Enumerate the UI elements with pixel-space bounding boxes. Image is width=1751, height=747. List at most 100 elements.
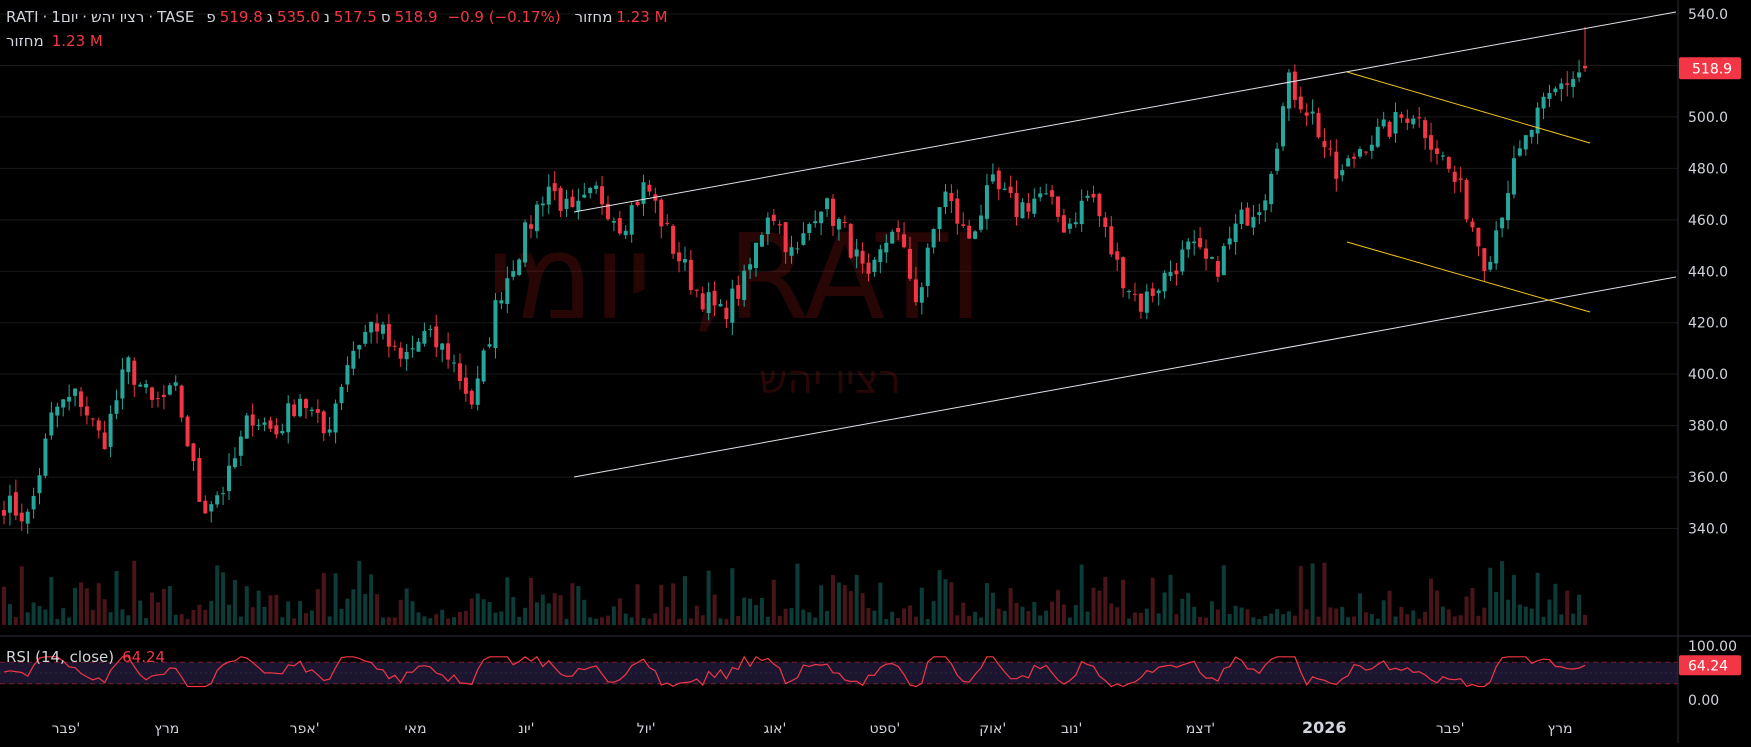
candle-body <box>1328 148 1333 150</box>
candle-body <box>1245 207 1250 226</box>
candle-body <box>1381 119 1386 127</box>
volume-legend[interactable]: מחזור 1.23 M <box>6 32 103 50</box>
candle-body <box>132 360 137 385</box>
interval[interactable]: 1יום <box>51 8 79 26</box>
candle-body <box>736 285 741 299</box>
candle-body <box>854 249 859 257</box>
candle-body <box>1180 249 1185 272</box>
candle-body <box>1227 238 1232 245</box>
candle-body <box>1281 106 1286 147</box>
candle-body <box>671 225 676 254</box>
volume-bar <box>706 570 711 625</box>
volume-bar <box>1529 608 1534 625</box>
volume-bar <box>386 617 391 625</box>
volume-bar <box>653 613 658 625</box>
volume-bar <box>1286 611 1291 625</box>
candle-body <box>517 259 522 275</box>
volume-bar <box>1577 594 1582 625</box>
volume-bar <box>422 616 427 625</box>
time-axis-label: פבר' <box>1436 721 1465 737</box>
candle-body <box>789 247 794 256</box>
time-axis-label: דצמ' <box>1186 721 1215 737</box>
high-value: 535.0 <box>276 8 320 26</box>
volume-bar <box>1186 593 1191 625</box>
candle-body <box>1150 288 1155 296</box>
candle-body <box>1026 203 1031 212</box>
time-axis-label: מרץ <box>1548 721 1573 737</box>
volume-bar <box>321 573 326 625</box>
candle-body <box>1215 260 1220 277</box>
volume-bar <box>754 605 759 625</box>
candle-body <box>605 203 610 220</box>
candle-body <box>534 204 539 232</box>
candle-body <box>1257 212 1262 215</box>
candle-body <box>1061 215 1066 233</box>
volume-bar <box>167 586 172 625</box>
candle-body <box>1340 170 1345 176</box>
candles <box>2 26 1587 534</box>
volume-bar <box>446 618 451 625</box>
volume-bar <box>671 583 676 625</box>
volume-bar <box>363 593 368 625</box>
volume-bar <box>1275 609 1280 625</box>
volume-bar <box>428 618 433 625</box>
volume-bar <box>765 616 770 625</box>
time-axis-label: ספט' <box>869 721 900 737</box>
candle-body <box>967 225 972 239</box>
volume-bar <box>1032 601 1037 625</box>
volume-bar <box>1115 607 1120 625</box>
channel-upper <box>573 11 1677 213</box>
volume-bar <box>7 604 12 625</box>
volume-bar <box>1150 577 1155 625</box>
candle-body <box>1168 271 1173 276</box>
candle-body <box>588 187 593 194</box>
candle-body <box>457 363 462 381</box>
wedge-upper <box>1346 71 1591 144</box>
volume-bar <box>1547 599 1552 625</box>
candle-body <box>238 436 243 456</box>
rsi-legend[interactable]: RSI (14, close) 64.24 <box>6 648 165 666</box>
volume-bar <box>215 565 220 625</box>
volume-bar <box>961 602 966 625</box>
candle-body <box>499 300 504 304</box>
candle-body <box>1511 158 1516 195</box>
rsi-pane-label: RSI (14, close) <box>6 648 115 666</box>
candle-body <box>155 398 160 400</box>
volume-bar <box>878 582 883 625</box>
volume-bar <box>1494 592 1499 625</box>
candle-body <box>1369 144 1374 151</box>
volume-bar <box>227 604 232 625</box>
volume-bar <box>1198 617 1203 625</box>
candle-body <box>973 231 978 239</box>
volume-bar <box>1452 616 1457 625</box>
candle-body <box>564 198 569 209</box>
candle-body <box>647 184 652 192</box>
volume-bar <box>280 617 285 625</box>
candle-body <box>351 350 356 369</box>
volume-bar <box>1369 614 1374 625</box>
volume-bar <box>576 586 581 625</box>
volume-bar <box>884 618 889 625</box>
candle-body <box>25 511 30 524</box>
candle-body <box>1198 238 1203 248</box>
candle-body <box>268 420 273 429</box>
volume-bar <box>1026 611 1031 625</box>
volume-bar <box>197 604 202 625</box>
candle-body <box>724 307 729 320</box>
candle-body <box>558 188 563 211</box>
volume-bar <box>440 609 445 625</box>
candle-body <box>1032 198 1037 214</box>
price-tick-label: 360.0 <box>1688 470 1728 486</box>
candle-body <box>979 215 984 230</box>
candle-body <box>1411 118 1416 125</box>
symbol[interactable]: RATI <box>6 8 39 26</box>
volume-bar <box>990 592 995 625</box>
volume-bar <box>1517 604 1522 625</box>
volume-bar <box>309 610 314 625</box>
candle-body <box>90 418 95 420</box>
candle-body <box>410 348 415 350</box>
volume-bar <box>43 609 48 625</box>
candle-body <box>191 443 196 462</box>
